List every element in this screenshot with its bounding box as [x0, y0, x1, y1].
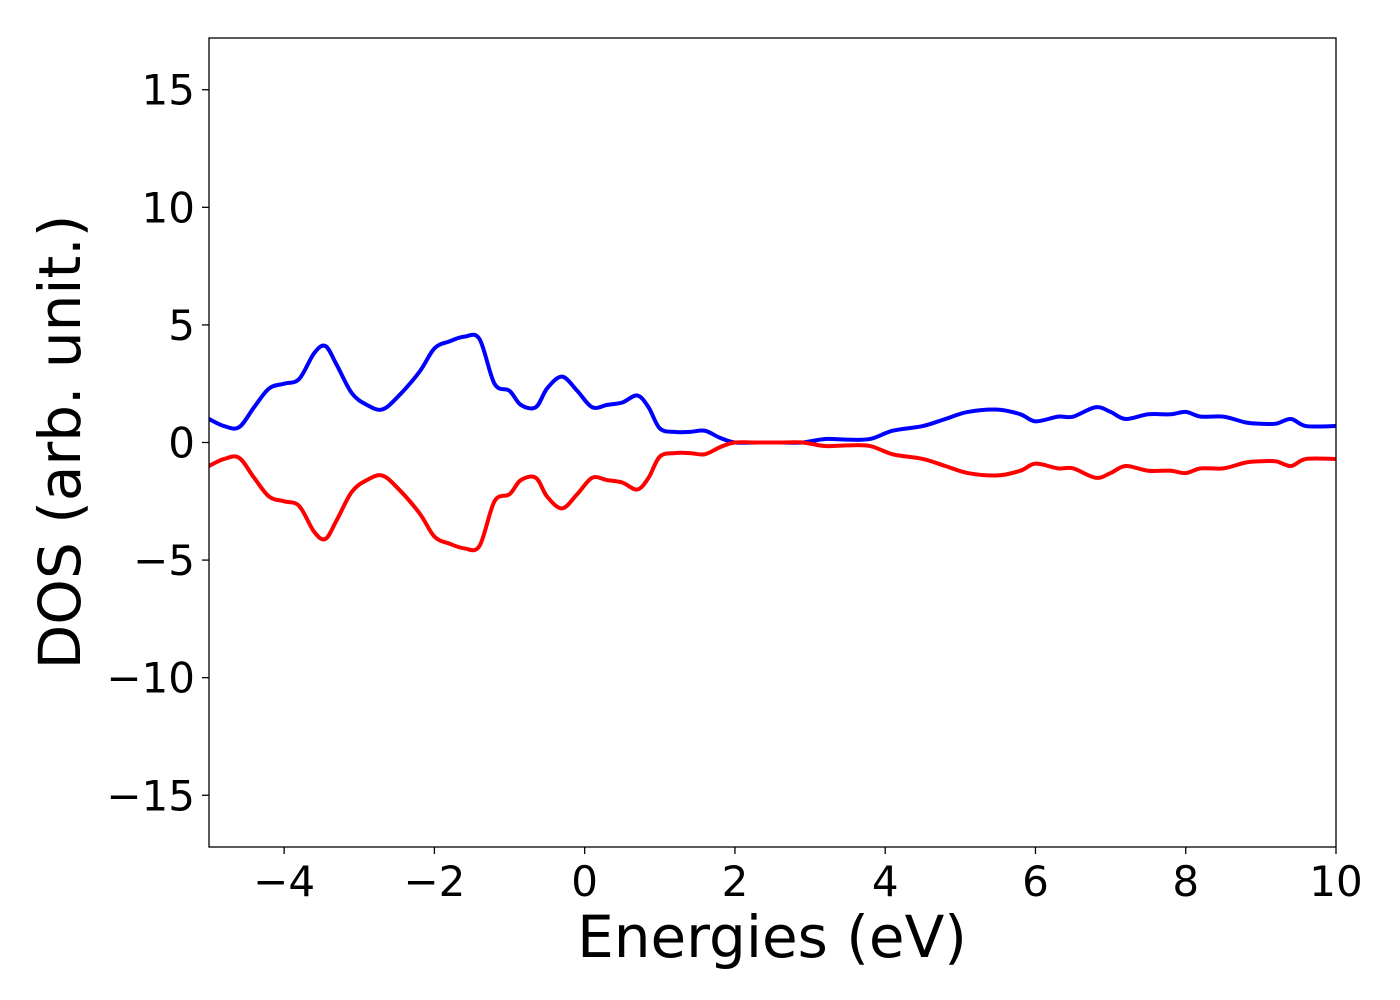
y-tick-label: 15 — [142, 66, 195, 115]
y-axis-ticks: 15 10 5 0 −5 −10 −15 — [106, 66, 209, 820]
y-tick-label: −5 — [133, 536, 195, 585]
x-tick-label: 4 — [872, 857, 899, 906]
y-tick-label: 5 — [168, 301, 195, 350]
x-tick-label: 6 — [1022, 857, 1049, 906]
series-line-0 — [209, 332, 1336, 445]
x-tick-label: −2 — [403, 857, 465, 906]
x-tick-label: 8 — [1172, 857, 1199, 906]
x-tick-label: 10 — [1309, 857, 1362, 906]
x-axis-ticks: −4 −2 0 2 4 6 8 10 — [253, 847, 1363, 906]
x-tick-label: 2 — [722, 857, 749, 906]
y-axis-label: DOS (arb. unit.) — [26, 215, 94, 670]
x-tick-label: 0 — [571, 857, 598, 906]
series-layer — [209, 332, 1336, 553]
series-line-1 — [209, 440, 1336, 553]
y-tick-label: 0 — [168, 419, 195, 468]
y-tick-label: 10 — [142, 183, 195, 232]
y-tick-label: −10 — [106, 654, 195, 703]
y-tick-label: −15 — [106, 771, 195, 820]
x-axis-label: Energies (eV) — [577, 903, 967, 971]
x-tick-label: −4 — [253, 857, 315, 906]
